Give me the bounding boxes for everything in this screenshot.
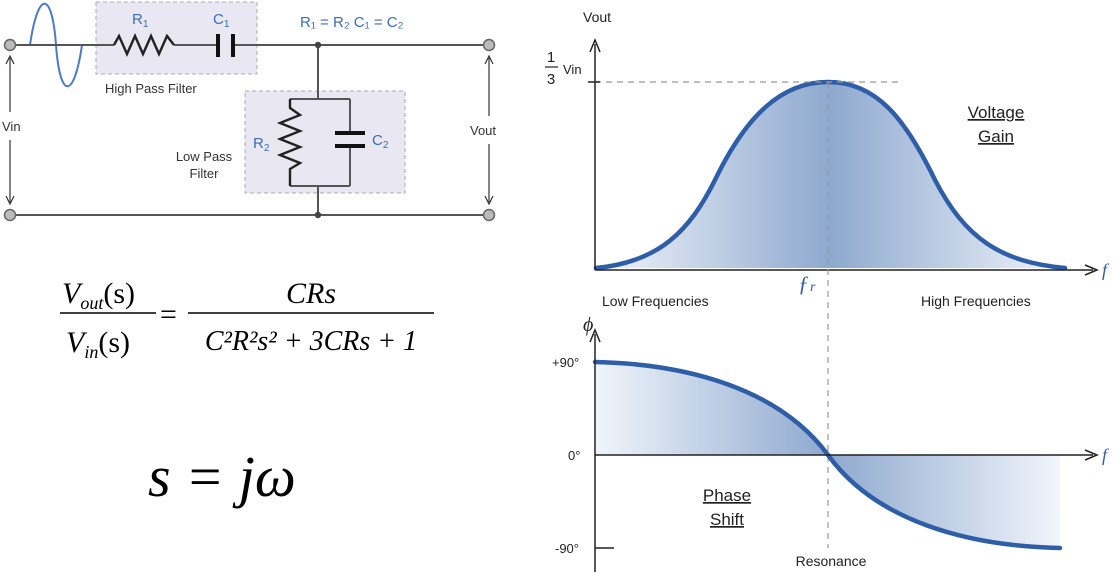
vout-label: Vout: [470, 123, 496, 138]
vin-arrow: [5, 54, 15, 206]
phase-x-label: f: [1102, 445, 1110, 465]
c1-label: C1: [213, 11, 230, 30]
terminal-in-bottom: [3, 208, 17, 222]
junction-dot: [314, 211, 322, 219]
phase-y-label: ϕ: [583, 314, 593, 336]
terminal-out-top: [482, 38, 496, 52]
resistor-r2-icon: [276, 99, 304, 186]
resonance-label: Resonance: [796, 553, 867, 569]
terminal-in-top: [3, 38, 17, 52]
phase-shift-title-line2: Shift: [710, 510, 744, 529]
tf-numerator-right: CRs: [286, 277, 336, 310]
junction-dot: [314, 41, 322, 49]
zero-degree-label: 0°: [568, 448, 580, 463]
minus90-label: -90°: [555, 541, 579, 556]
terminal-out-bottom: [482, 208, 496, 222]
capacitor-c1-icon: [216, 34, 235, 57]
resistor-r1-icon: [112, 33, 175, 57]
c2-label: C2: [372, 132, 389, 151]
tf-equals-sign: =: [160, 298, 177, 331]
tf-denominator-right: C²R²s² + 3CRs + 1: [205, 326, 417, 357]
r1-label: R1: [132, 11, 149, 30]
phase-shift-title-line1: Phase: [703, 486, 751, 505]
r2-label: R2: [253, 135, 270, 154]
voltage-gain-plot: Vout 1 3 Vin f ƒr Low Frequencies High F…: [545, 9, 1110, 548]
transfer-function-equation: Vout(s) Vin(s) = CRs C²R²s² + 3CRs + 1: [60, 277, 434, 362]
low-frequencies-label: Low Frequencies: [602, 293, 709, 309]
circuit-diagram: R1 C1 R₁ = R₂ C₁ = C₂ High Pass Filter R…: [2, 1, 496, 222]
phase-x-axis: [595, 449, 1099, 461]
s-definition-equation: s = jω: [148, 444, 296, 509]
high-pass-filter-label: High Pass Filter: [105, 81, 197, 96]
low-pass-filter-label-line2: Filter: [190, 166, 220, 181]
low-pass-filter-box: [244, 90, 406, 194]
voltage-gain-title-line2: Gain: [978, 127, 1014, 146]
phase-y-axis: [589, 328, 601, 572]
peak-vin-label: Vin: [563, 62, 582, 77]
gain-y-label: Vout: [583, 9, 611, 25]
gain-area-fill: [596, 82, 1065, 268]
peak-fraction-numerator: 1: [547, 49, 555, 66]
vout-arrow: [484, 54, 494, 206]
high-frequencies-label: High Frequencies: [921, 293, 1031, 309]
resonant-frequency-label: ƒr: [798, 271, 816, 296]
tf-numerator-left: Vout(s): [62, 277, 135, 313]
gain-x-label: f: [1102, 260, 1110, 280]
branch-wire: [290, 45, 350, 215]
peak-fraction-denominator: 3: [547, 71, 555, 88]
component-equality-label: R₁ = R₂ C₁ = C₂: [300, 14, 404, 31]
gain-y-axis: [589, 38, 601, 270]
gain-x-axis: [595, 264, 1099, 276]
phase-area-fill-positive: [595, 362, 828, 455]
plus90-label: +90°: [552, 355, 579, 370]
low-pass-filter-label-line1: Low Pass: [176, 149, 233, 164]
tf-denominator-left: Vin(s): [66, 326, 130, 362]
high-pass-filter-box: [95, 1, 258, 75]
capacitor-c2-icon: [335, 131, 365, 148]
voltage-gain-title-line1: Voltage: [968, 103, 1025, 122]
vin-label: Vin: [2, 119, 21, 134]
phase-shift-plot: ϕ +90° 0° -90° f Phase Shift Resonance: [552, 314, 1110, 572]
phase-area-fill-negative: [828, 455, 1060, 548]
